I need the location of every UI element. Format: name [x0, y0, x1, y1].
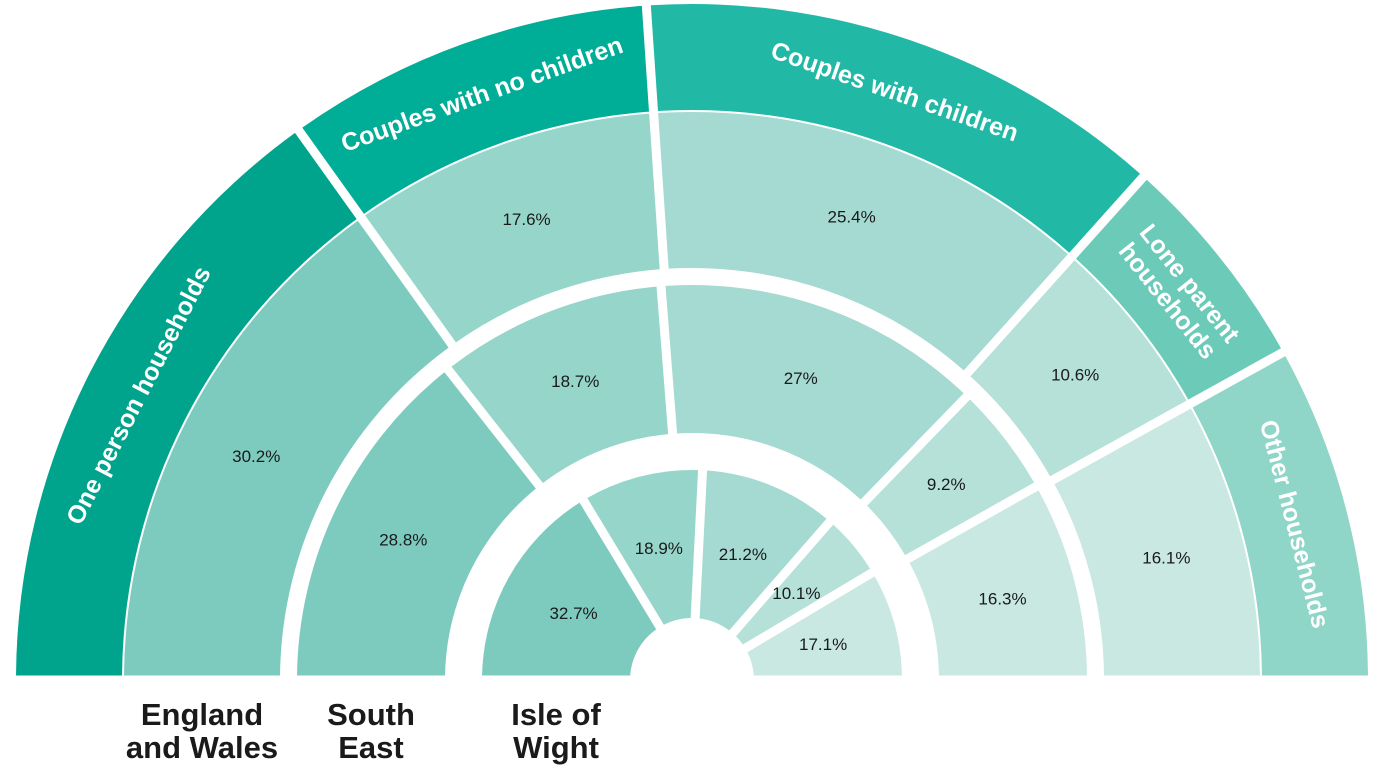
- segment-isle-of-wight-lone-parent-households: [735, 524, 871, 645]
- category-band-one-person-households: [16, 132, 357, 676]
- value-label: 30.2%: [232, 447, 280, 466]
- segment-england-and-wales-lone-parent-households: [970, 260, 1187, 477]
- value-label: 18.7%: [551, 372, 599, 391]
- segment-isle-of-wight-one-person-households: [482, 502, 657, 676]
- chart-arcs: [16, 4, 1368, 676]
- area-label-isle-of-wight: Isle of Wight: [471, 698, 641, 764]
- segment-south-east-lone-parent-households: [867, 399, 1035, 556]
- category-band-lone-parent-households: [1075, 179, 1281, 400]
- segment-south-east-couples-with-no-children: [451, 286, 669, 484]
- value-label: 21.2%: [719, 545, 767, 564]
- segment-england-and-wales-other-households: [1054, 408, 1260, 676]
- segment-england-and-wales-couples-with-no-children: [365, 113, 660, 343]
- value-label: 18.9%: [635, 539, 683, 558]
- area-label-england-and-wales: England and Wales: [117, 698, 287, 764]
- value-label: 32.7%: [549, 604, 597, 623]
- value-label: 28.8%: [379, 531, 427, 550]
- value-label: 27%: [784, 369, 818, 388]
- value-label: 10.6%: [1051, 366, 1099, 385]
- segment-south-east-couples-with-children: [665, 285, 964, 500]
- area-label-line: and Wales: [125, 730, 279, 765]
- segment-south-east-other-households: [909, 490, 1087, 676]
- category-band-other-households: [1192, 356, 1368, 676]
- value-label: 16.1%: [1142, 548, 1190, 567]
- value-label: 17.6%: [502, 210, 550, 229]
- segment-england-and-wales-couples-with-children: [658, 111, 1068, 371]
- category-band-couples-with-no-children: [302, 5, 650, 214]
- value-label: 10.1%: [772, 584, 820, 603]
- segment-isle-of-wight-couples-with-no-children: [587, 469, 699, 625]
- area-label-line: South: [327, 697, 415, 732]
- area-label-line: England: [140, 697, 264, 732]
- category-band-couples-with-children: [650, 4, 1141, 253]
- segment-isle-of-wight-other-households: [747, 576, 902, 676]
- segment-isle-of-wight-couples-with-children: [699, 470, 827, 631]
- value-label: 17.1%: [799, 635, 847, 654]
- segment-england-and-wales-one-person-households: [124, 220, 449, 676]
- segment-south-east-one-person-households: [297, 372, 536, 676]
- value-label: 9.2%: [927, 475, 966, 494]
- value-label: 16.3%: [978, 590, 1026, 609]
- value-label: 25.4%: [827, 208, 875, 227]
- area-label-line: Isle of: [511, 697, 601, 732]
- area-label-line: Wight: [513, 730, 599, 765]
- area-label-south-east: South East: [286, 698, 456, 764]
- area-label-line: East: [338, 730, 404, 765]
